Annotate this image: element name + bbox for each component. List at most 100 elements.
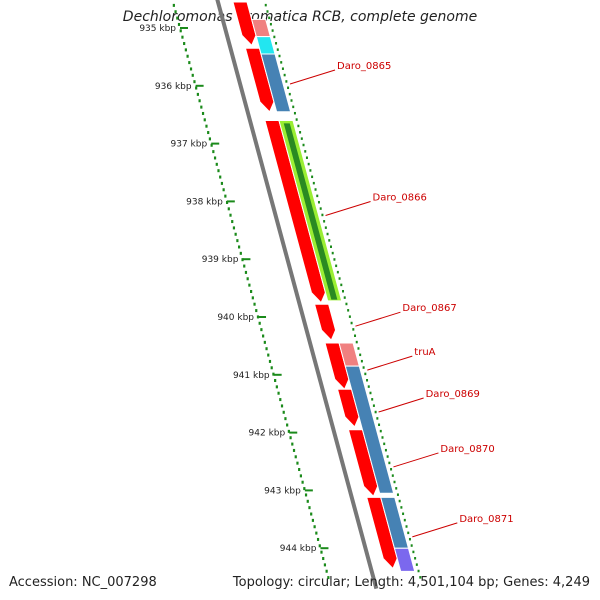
scale-dot (174, 10, 177, 14)
feature-track-dot (417, 569, 420, 573)
feature-track-dot (285, 80, 288, 83)
gene-label: Daro_0870 (440, 444, 494, 455)
scale-dot (232, 226, 236, 230)
feature-band (393, 547, 416, 572)
scale-dot (251, 296, 254, 300)
gene-label: Daro_0866 (373, 193, 427, 204)
scale-dot (203, 118, 206, 122)
feature-track-dot (312, 181, 315, 185)
scale-dot (292, 448, 296, 452)
accession-text: Accession: NC_007298 (9, 575, 157, 590)
scale-dot (210, 143, 213, 147)
scale-dot (224, 194, 227, 198)
scale-dot (236, 239, 239, 243)
scale-dot (298, 468, 301, 472)
scale-dot (189, 67, 193, 71)
scale-dot (184, 48, 187, 52)
feature-track-dot (328, 239, 331, 242)
scale-dot (217, 169, 220, 173)
feature-track-dot (384, 448, 387, 452)
feature-track-dot (323, 220, 326, 223)
scale-dot (311, 518, 315, 522)
cds-arrow (313, 303, 337, 342)
scale-dot (172, 3, 175, 7)
scale-dot (322, 557, 325, 561)
scale-dot (243, 264, 246, 268)
feature-track-dot (295, 118, 298, 121)
feature-band (344, 365, 395, 494)
scale-dot (291, 442, 294, 446)
scale-dot (183, 42, 186, 46)
feature-track-dot (367, 385, 370, 388)
feature-track-dot (402, 512, 405, 516)
feature-track-dot (408, 537, 411, 541)
scale-dot (265, 347, 268, 351)
feature-track-dot (336, 270, 339, 274)
gene-label-leader (355, 311, 401, 327)
feature-track-dot (371, 398, 374, 401)
scale-tick-label: 937 kbp (171, 140, 208, 150)
cds-arrow (366, 496, 398, 570)
feature-track-dot (364, 372, 367, 376)
cds-arrow (232, 1, 257, 47)
scale-dot (186, 54, 189, 58)
feature-track-dot (300, 137, 303, 140)
scale-dot (255, 309, 258, 313)
scale-dot (248, 283, 251, 287)
feature-track-dot (410, 544, 413, 547)
scale-dot (280, 404, 284, 408)
topology-summary: Topology: circular; Length: 4,501,104 bp… (232, 575, 590, 590)
scale-dot (263, 340, 266, 344)
cds-arrow (264, 119, 326, 304)
scale-dot (274, 379, 277, 383)
scale-dot (323, 563, 327, 567)
feature-track-dot (374, 410, 377, 414)
scale-dot (229, 213, 232, 217)
feature-track-dot (304, 150, 307, 153)
feature-track-dot (388, 461, 391, 465)
feature-track-dot (366, 379, 369, 382)
scale-dot (237, 245, 241, 249)
scale-dot (219, 175, 222, 179)
scale-dot (260, 328, 263, 332)
feature-track-dot (338, 277, 341, 280)
feature-track-dot (321, 213, 324, 217)
scale-tick-label: 935 kbp (139, 24, 176, 34)
feature-track-dot (316, 194, 319, 198)
feature-track-dot (343, 296, 346, 299)
scale-dot (195, 86, 198, 90)
feature-track-dot (275, 42, 278, 45)
scale-dot (205, 124, 208, 128)
gene-label: Daro_0871 (459, 514, 513, 525)
feature-track-dot (335, 264, 338, 268)
feature-track-dot (376, 417, 379, 420)
scale-dot (272, 372, 275, 376)
scale-dot (287, 429, 290, 433)
feature-track-dot (357, 347, 360, 350)
gene-label-leader (289, 69, 336, 85)
feature-track-dot (290, 99, 293, 102)
scale-dot (188, 61, 191, 65)
scale-dot (234, 232, 237, 236)
feature-track-dot (369, 391, 372, 395)
scale-dot (286, 423, 289, 427)
map-title: Dechloromonas aromatica RCB, complete ge… (122, 9, 478, 25)
scale-dot (196, 92, 199, 96)
scale-dot (207, 131, 210, 135)
backbone-layer (215, 0, 379, 590)
gene-label-leader (378, 397, 424, 413)
scale-dot (215, 162, 218, 166)
scale-dot (201, 111, 205, 115)
feature-track-dot (329, 245, 332, 248)
scale-dot (270, 366, 273, 370)
scale-dot (176, 16, 179, 20)
scale-dot (284, 417, 287, 421)
cds-arrow (324, 342, 350, 391)
feature-track-dot (309, 169, 312, 172)
feature-track-dot (307, 162, 310, 166)
scale-dot (318, 544, 321, 548)
feature-band (260, 53, 292, 113)
feature-track-dot (264, 3, 267, 7)
scale-dot (277, 391, 280, 395)
